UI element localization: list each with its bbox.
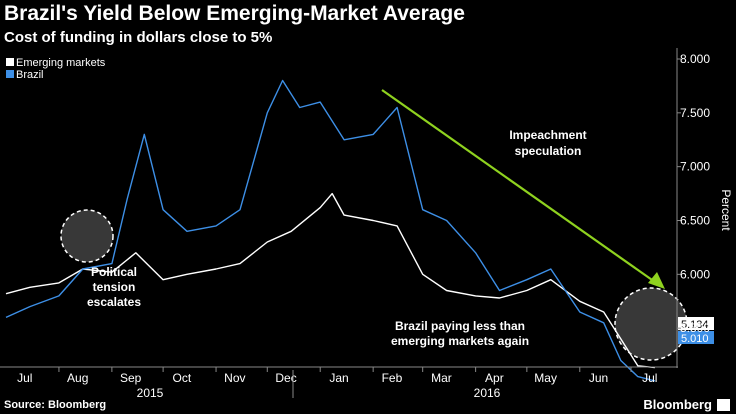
annotation-political: Political tension escalates <box>87 265 141 309</box>
x-tick-label: Nov <box>224 371 245 385</box>
highlight-circle-recent <box>614 287 688 361</box>
y-tick-label: 8.000 <box>680 52 710 66</box>
bloomberg-icon <box>717 399 730 411</box>
legend-label-emerging: Emerging markets <box>16 57 106 69</box>
x-tick-label: Feb <box>382 371 403 385</box>
x-tick-label: Jul <box>642 371 657 385</box>
annotation-line: emerging markets again <box>391 334 529 348</box>
x-tick-label: Jun <box>589 371 608 385</box>
y-tick-label: 5.500 <box>680 321 710 335</box>
x-tick-label: Oct <box>173 371 192 385</box>
trend-arrow-head <box>648 272 665 289</box>
last-value-tag-emerging <box>678 317 714 330</box>
x-tick-label: Apr <box>485 371 504 385</box>
annotation-paying-less: Brazil paying less than emerging markets … <box>391 319 529 348</box>
x-tick-label: Sep <box>120 371 142 385</box>
legend-swatch-brazil <box>6 70 14 78</box>
y-tick-label: 6.000 <box>680 267 710 281</box>
chart-subtitle: Cost of funding in dollars close to 5% <box>4 29 273 46</box>
annotation-impeachment: Impeachment speculation <box>509 128 586 158</box>
x-tick-label: Jan <box>329 371 348 385</box>
highlight-circle-political <box>60 209 114 263</box>
annotation-line: tension <box>93 280 136 294</box>
x-year-label: 2015 <box>137 386 164 400</box>
last-value-label-emerging: 5.134 <box>681 319 709 331</box>
legend-label-brazil: Brazil <box>16 69 44 81</box>
x-tick-label: Aug <box>67 371 88 385</box>
annotation-line: Brazil paying less than <box>395 319 525 333</box>
y-tick-label: 7.500 <box>680 106 710 120</box>
annotation-line: Political <box>91 265 137 279</box>
legend-swatch-emerging <box>6 58 14 66</box>
y-tick-label: 6.500 <box>680 214 710 228</box>
y-tick-label: 7.000 <box>680 160 710 174</box>
x-tick-label: Jul <box>17 371 32 385</box>
chart-title: Brazil's Yield Below Emerging-Market Ave… <box>4 2 465 25</box>
x-tick-label: May <box>534 371 557 385</box>
source-note: Source: Bloomberg <box>4 399 107 411</box>
x-tick-label: Dec <box>275 371 296 385</box>
x-year-label: 2016 <box>474 386 501 400</box>
trend-arrow-line <box>381 89 656 283</box>
series-line-brazil <box>5 79 656 382</box>
last-value-label-brazil: 5.010 <box>681 333 709 345</box>
brand-logo: Bloomberg <box>643 397 712 412</box>
annotation-line: escalates <box>87 295 141 309</box>
x-tick-label: Mar <box>431 371 452 385</box>
last-value-tag-brazil <box>678 331 714 344</box>
annotation-line: Impeachment <box>509 128 586 142</box>
y-axis-label: Percent <box>719 189 733 231</box>
annotation-line: speculation <box>515 144 582 158</box>
